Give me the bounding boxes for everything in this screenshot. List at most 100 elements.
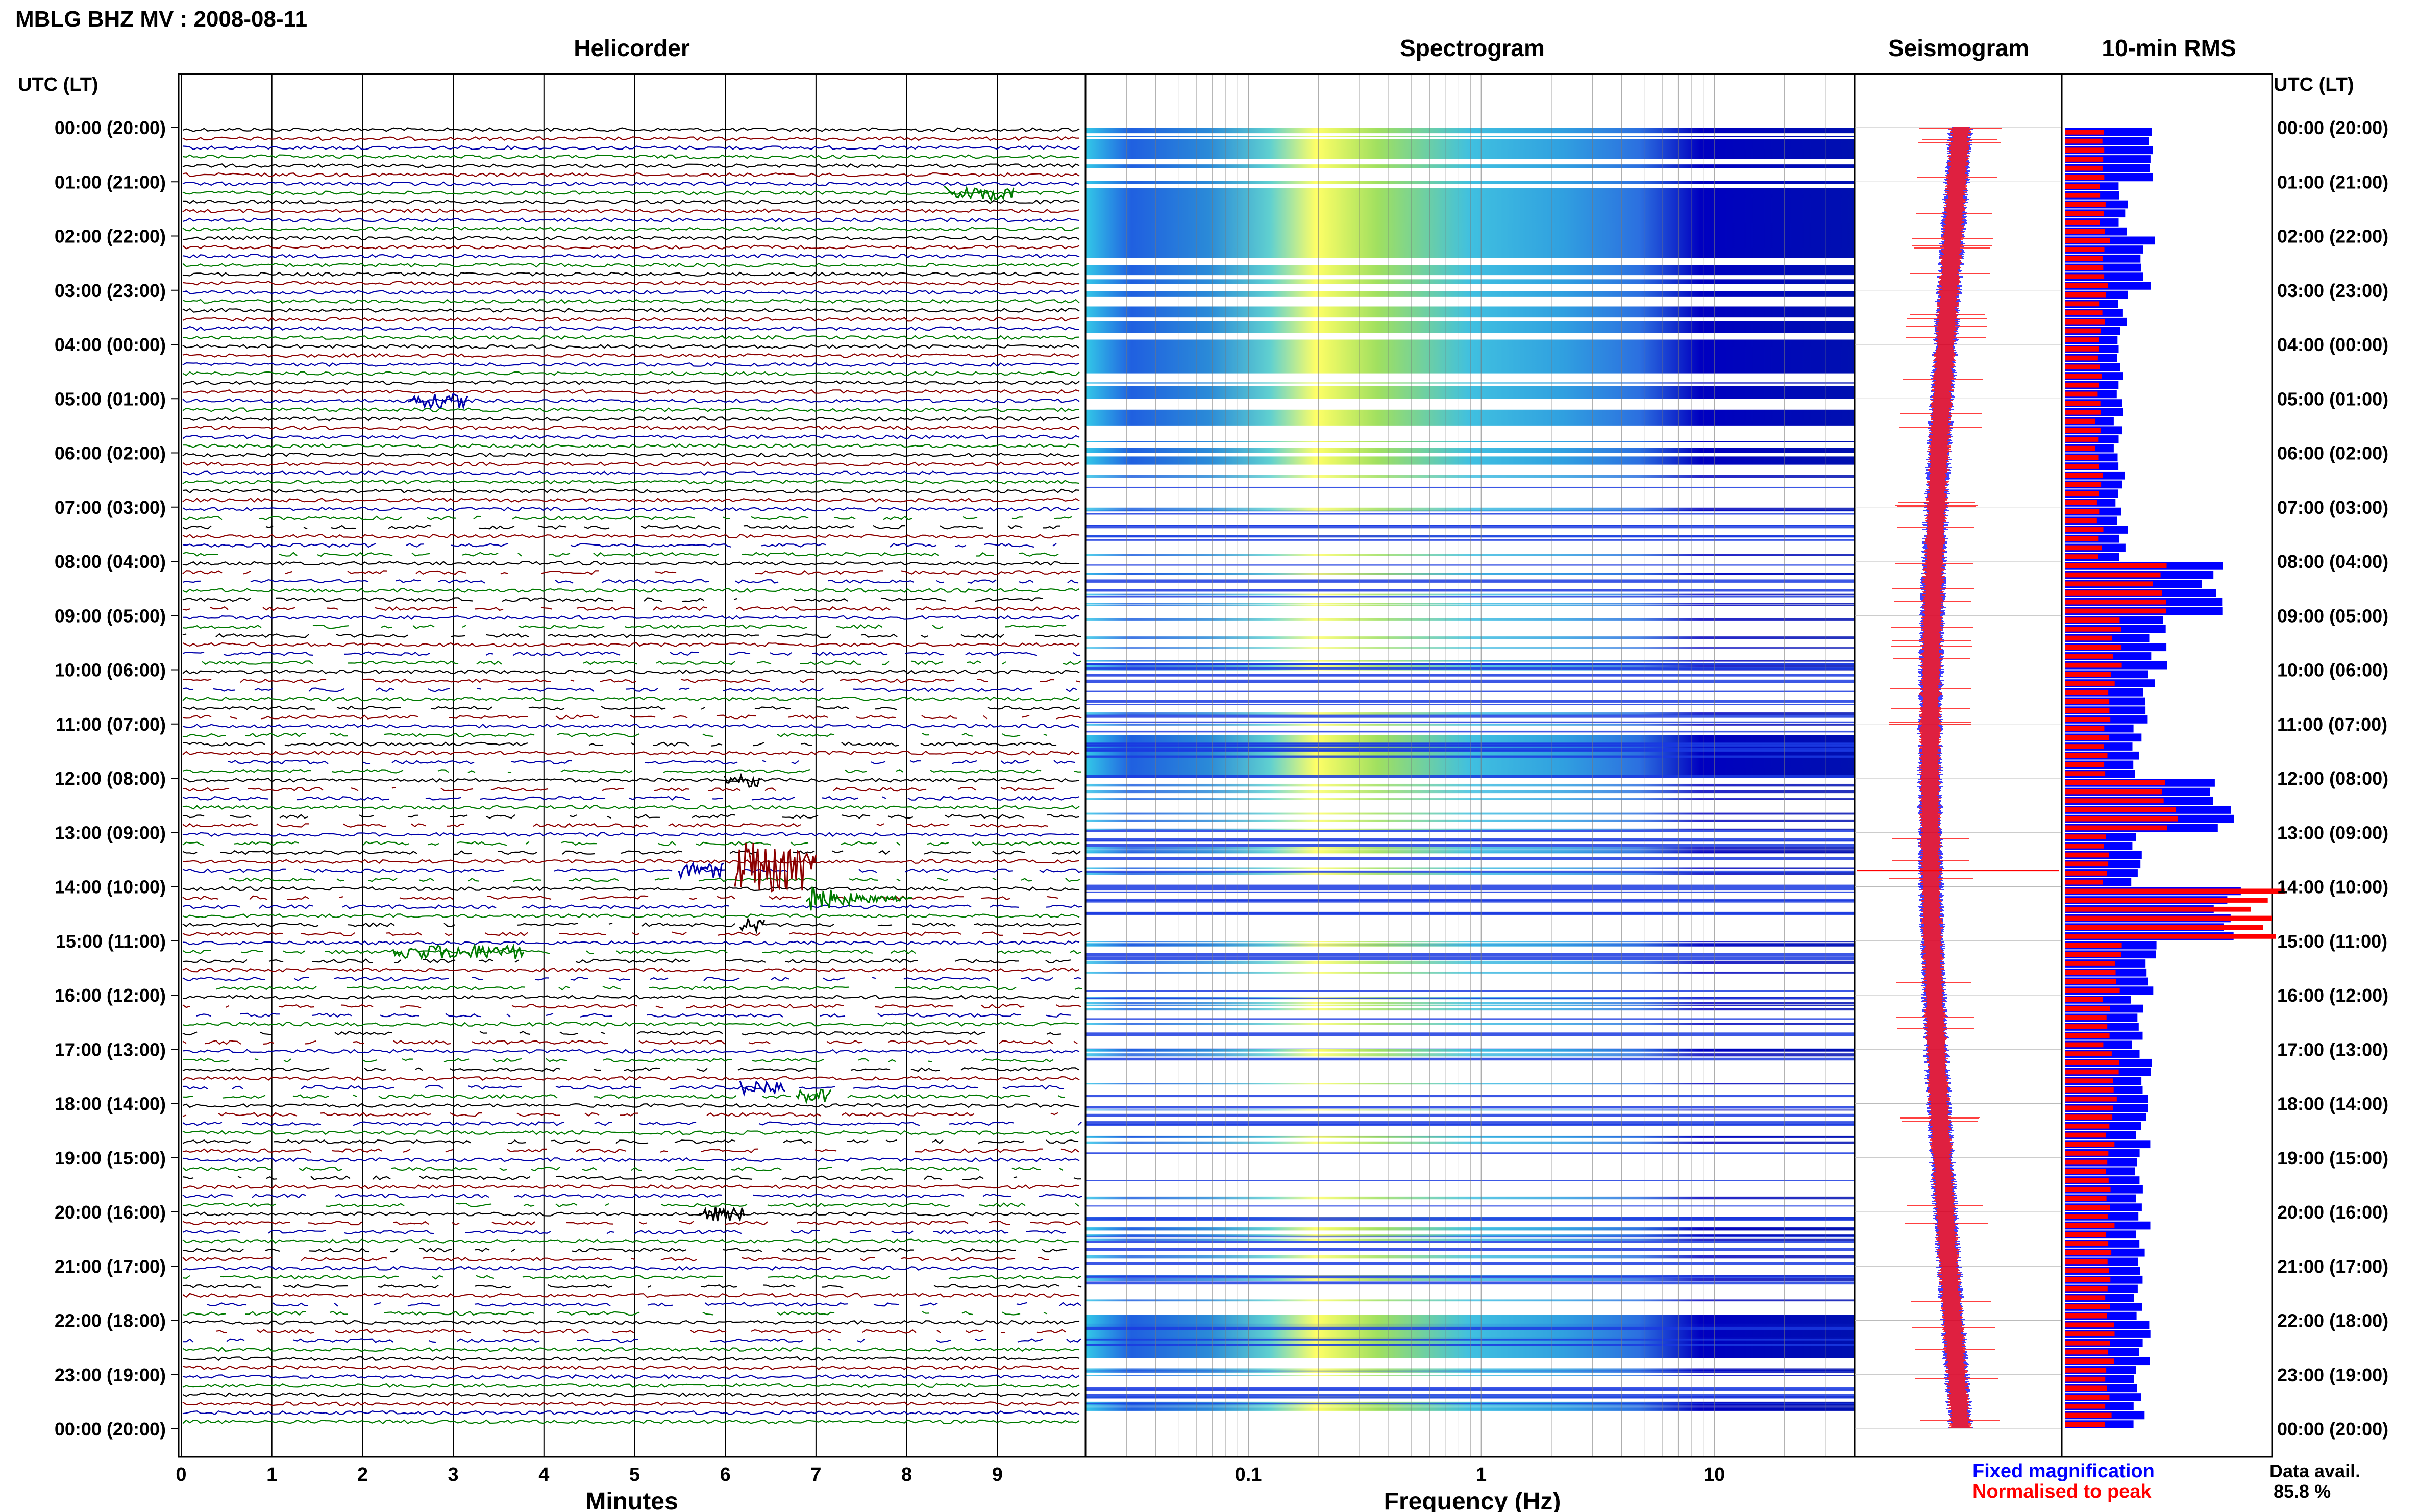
time-label-right: 06:00 (02:00) bbox=[2277, 443, 2388, 464]
rms-bar-normalised bbox=[2065, 554, 2098, 559]
helicorder-trace bbox=[182, 1284, 1082, 1289]
helicorder-trace bbox=[182, 1184, 1080, 1189]
helicorder-trace bbox=[183, 443, 1080, 449]
helicorder-trace bbox=[182, 606, 1080, 611]
rms-bar-normalised bbox=[2065, 1223, 2115, 1228]
time-label-left: 06:00 (02:00) bbox=[55, 443, 166, 464]
rms-bar-normalised bbox=[2065, 961, 2115, 966]
rms-panel bbox=[2061, 73, 2285, 1458]
helicorder-trace bbox=[182, 145, 1080, 151]
rms-bar-normalised bbox=[2065, 662, 2122, 668]
rms-bar-normalised bbox=[2065, 681, 2115, 686]
helicorder-tick-label: 6 bbox=[720, 1464, 731, 1485]
spectrogram-streak bbox=[1085, 663, 1855, 667]
time-label-left: 12:00 (08:00) bbox=[55, 768, 166, 789]
spectrogram-streak bbox=[1085, 1180, 1855, 1181]
spectrogram-streak bbox=[1085, 604, 1855, 606]
helicorder-trace bbox=[182, 705, 1081, 710]
rms-bar-normalised bbox=[2065, 428, 2101, 433]
spectrogram-gap bbox=[1085, 432, 1855, 441]
rms-bar-normalised bbox=[2065, 1376, 2106, 1382]
spectrogram-streak bbox=[1085, 674, 1855, 677]
helicorder-event bbox=[944, 185, 1015, 202]
helicorder-trace bbox=[182, 127, 1080, 132]
helicorder-trace bbox=[182, 262, 1080, 268]
rms-bar-normalised bbox=[2065, 1214, 2108, 1219]
time-label-right: 09:00 (05:00) bbox=[2277, 605, 2388, 626]
time-label-right: 19:00 (15:00) bbox=[2277, 1148, 2388, 1169]
spectrogram-tick-label: 10 bbox=[1704, 1464, 1725, 1485]
time-label-left: 03:00 (23:00) bbox=[55, 280, 166, 301]
spectrogram-streak bbox=[1085, 1141, 1855, 1144]
helicorder-trace bbox=[182, 163, 1080, 168]
spectrogram-streak bbox=[1085, 660, 1855, 662]
spectrogram-streak bbox=[1085, 1281, 1855, 1285]
spectrogram-streak bbox=[1085, 603, 1855, 605]
rms-bar-normalised bbox=[2065, 192, 2101, 198]
helicorder-trace bbox=[182, 615, 1080, 620]
spectrogram-streak bbox=[1085, 475, 1855, 478]
helicorder-tick-label: 4 bbox=[538, 1464, 549, 1485]
time-label-left: 19:00 (15:00) bbox=[55, 1148, 166, 1169]
helicorder-trace bbox=[182, 136, 1080, 141]
rms-bar-normalised bbox=[2065, 220, 2100, 225]
spectrogram-gap bbox=[1085, 373, 1855, 383]
rms-bar-normalised bbox=[2065, 708, 2110, 713]
rms-bar-normalised bbox=[2065, 409, 2101, 415]
rms-bar-normalised bbox=[2065, 455, 2099, 460]
helicorder-trace bbox=[182, 1220, 1081, 1226]
spectrogram-gap bbox=[1085, 299, 1855, 306]
rms-bar-normalised bbox=[2065, 500, 2097, 505]
rms-bar-normalised bbox=[2065, 599, 2166, 605]
helicorder-trace bbox=[182, 434, 1080, 439]
helicorder-trace bbox=[182, 154, 1080, 159]
helicorder-trace bbox=[182, 1365, 1080, 1370]
helicorder-trace bbox=[182, 208, 1080, 214]
time-label-right: 23:00 (19:00) bbox=[2277, 1365, 2388, 1385]
spectrogram-streak bbox=[1085, 1002, 1855, 1004]
rms-bar-normalised bbox=[2065, 1205, 2110, 1210]
rms-bar-normalised bbox=[2065, 997, 2103, 1002]
helicorder-trace bbox=[182, 1175, 1081, 1180]
rms-bar-normalised bbox=[2065, 771, 2106, 776]
rms-bar-normalised bbox=[2065, 175, 2105, 180]
helicorder-trace bbox=[182, 235, 1080, 241]
rms-bar-normalised bbox=[2065, 753, 2108, 758]
rms-bar-normalised bbox=[2065, 464, 2099, 469]
rms-bar-normalised bbox=[2065, 689, 2109, 695]
helicorder-trace bbox=[182, 470, 1080, 476]
helicorder-trace bbox=[182, 244, 1080, 250]
rms-bar-normalised bbox=[2065, 337, 2099, 342]
spectrogram-streak bbox=[1085, 828, 1855, 830]
spectrogram-streak bbox=[1085, 775, 1855, 778]
spectrogram-streak bbox=[1085, 1333, 1855, 1337]
rms-bar-normalised bbox=[2065, 1313, 2107, 1319]
spectrogram-gap bbox=[1085, 427, 1855, 433]
rms-bar-normalised bbox=[2065, 319, 2105, 325]
helicorder-trace bbox=[182, 326, 1080, 331]
rms-bar-normalised bbox=[2065, 1196, 2107, 1201]
left-axis-title: UTC (LT) bbox=[18, 74, 98, 95]
rms-bar-normalised bbox=[2065, 147, 2105, 153]
spectrogram-streak bbox=[1085, 749, 1855, 752]
helicorder-trace bbox=[182, 1356, 1080, 1361]
rms-bar-normalised bbox=[2065, 437, 2099, 442]
spectrogram-streak bbox=[1085, 1255, 1855, 1259]
rms-bar-normalised bbox=[2065, 1422, 2105, 1427]
helicorder-trace bbox=[182, 1229, 1066, 1234]
rms-bar-normalised bbox=[2065, 717, 2111, 722]
helicorder-trace bbox=[182, 1148, 1079, 1153]
rms-bar-normalised bbox=[2065, 879, 2103, 885]
helicorder-trace bbox=[182, 1247, 1068, 1253]
rms-bar-normalised bbox=[2065, 202, 2106, 207]
helicorder-trace bbox=[183, 1085, 1064, 1090]
spectrogram-gap bbox=[1085, 159, 1855, 165]
helicorder-trace bbox=[182, 1058, 1054, 1063]
rms-bar-normalised bbox=[2065, 292, 2106, 298]
time-label-right: 08:00 (04:00) bbox=[2277, 551, 2388, 572]
spectrogram-streak bbox=[1085, 647, 1855, 649]
rms-bar-normalised bbox=[2065, 536, 2099, 541]
spectrogram-streak bbox=[1085, 1278, 1855, 1281]
rms-bar-normalised bbox=[2065, 1368, 2107, 1373]
rms-bar-normalised bbox=[2065, 898, 2268, 903]
